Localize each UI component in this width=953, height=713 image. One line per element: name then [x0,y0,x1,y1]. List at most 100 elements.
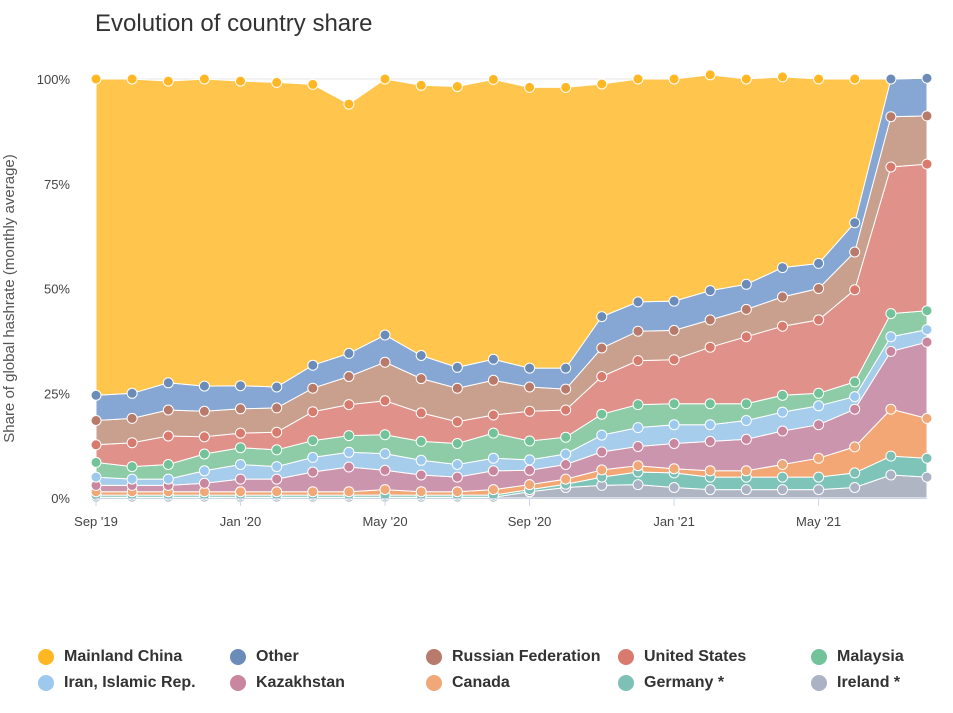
data-point-united-states [343,399,355,411]
data-point-russian-federation [487,374,499,386]
legend-item-iran-islamic-rep[interactable]: Iran, Islamic Rep. [38,674,196,692]
data-point-mainland-china [487,73,499,85]
legend-swatch [618,649,634,665]
data-point-malaysia [704,398,716,410]
legend-item-germany[interactable]: Germany * [618,674,724,692]
data-point-other [596,311,608,323]
data-point-canada [271,486,283,498]
data-point-kazakhstan [524,464,536,476]
data-point-malaysia [162,459,174,470]
data-point-other [740,278,752,290]
data-point-malaysia [126,461,138,473]
data-point-canada [704,465,716,477]
legend-swatch [230,675,246,691]
data-point-united-states [379,395,391,407]
data-point-iran-islamic-rep [379,448,391,460]
legend-item-kazakhstan[interactable]: Kazakhstan [230,674,345,692]
data-point-united-states [271,426,283,438]
data-point-united-states [921,158,933,170]
data-point-iran-islamic-rep [885,331,897,343]
data-point-canada [560,473,572,485]
legend-item-ireland[interactable]: Ireland * [811,674,900,692]
data-point-ireland [813,484,825,496]
data-point-united-states [777,320,788,332]
data-point-other [487,353,499,365]
data-point-germany [813,471,825,483]
data-point-iran-islamic-rep [307,451,319,463]
data-point-other [704,285,716,297]
data-point-mainland-china [379,73,391,85]
data-point-russian-federation [560,383,572,395]
data-point-iran-islamic-rep [704,419,716,431]
data-point-kazakhstan [560,459,572,470]
data-point-kazakhstan [379,464,391,476]
legend-item-mainland-china[interactable]: Mainland China [38,648,182,666]
data-point-canada [813,452,825,464]
data-point-united-states [415,407,427,419]
legend-label: Canada [452,674,510,691]
data-point-mainland-china [235,75,246,87]
data-point-russian-federation [524,381,536,393]
data-point-malaysia [415,435,427,447]
data-point-ireland [921,471,933,483]
data-point-malaysia [271,444,283,456]
data-point-mainland-china [162,75,174,87]
legend-item-united-states[interactable]: United States [618,648,746,666]
data-point-united-states [596,371,608,382]
data-point-other [307,359,319,371]
data-point-ireland [740,484,752,496]
data-point-russian-federation [921,110,933,122]
data-point-mainland-china [343,98,355,110]
data-point-kazakhstan [813,419,825,431]
data-point-malaysia [307,435,319,447]
data-point-iran-islamic-rep [235,459,246,470]
data-point-other [632,296,644,308]
data-point-malaysia [90,456,102,468]
data-point-iran-islamic-rep [343,446,355,458]
series-area-mainland-china [95,74,928,396]
legend-item-canada[interactable]: Canada [426,674,510,692]
data-point-kazakhstan [198,477,210,489]
y-tick-label: 100% [37,72,71,87]
data-point-russian-federation [126,412,138,424]
data-point-ireland [704,484,716,496]
data-point-kazakhstan [487,465,499,477]
data-point-other [198,380,210,392]
data-point-kazakhstan [740,433,752,445]
data-point-kazakhstan [885,345,897,357]
data-point-mainland-china [198,73,210,85]
data-point-other [451,361,463,373]
data-point-malaysia [632,399,644,411]
data-point-russian-federation [343,371,355,382]
data-point-other [90,389,102,401]
data-point-iran-islamic-rep [451,459,463,470]
data-point-kazakhstan [668,438,680,449]
data-point-russian-federation [849,246,861,258]
data-point-canada [487,484,499,496]
data-point-malaysia [560,431,572,443]
data-point-mainland-china [307,78,319,90]
data-point-canada [596,464,608,476]
data-point-canada [885,403,897,415]
data-point-united-states [813,314,825,326]
legend-item-russian-federation[interactable]: Russian Federation [426,648,600,666]
data-point-ireland [668,482,680,493]
data-point-russian-federation [198,405,210,417]
data-point-kazakhstan [849,403,861,415]
data-point-malaysia [596,408,608,420]
data-point-mainland-china [271,76,283,88]
legend-label: Ireland * [837,674,901,691]
legend-swatch [426,675,442,691]
data-point-malaysia [235,442,246,454]
data-point-iran-islamic-rep [849,391,861,403]
data-point-russian-federation [813,283,825,294]
data-point-malaysia [849,376,861,388]
legend-swatch [38,675,54,691]
y-tick-label: 0% [51,491,70,506]
legend-item-malaysia[interactable]: Malaysia [811,648,904,666]
legend-item-other[interactable]: Other [230,648,299,666]
data-point-ireland [632,479,644,491]
data-point-other [777,262,788,274]
data-point-mainland-china [740,73,752,85]
